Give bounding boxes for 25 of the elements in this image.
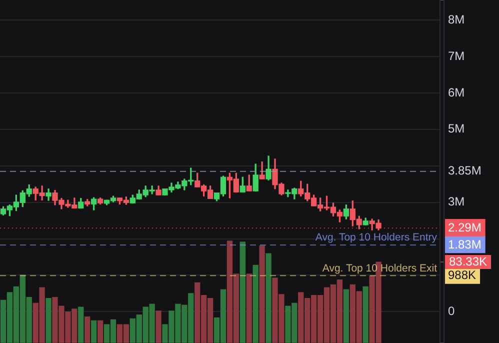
bar: [246, 274, 252, 343]
bar: [252, 264, 258, 343]
bar: [259, 246, 265, 343]
bar: [362, 286, 368, 343]
y-tick-label: 988K: [448, 268, 476, 282]
y-tick-label: 8M: [448, 12, 465, 26]
y-tick-label: 1.83M: [448, 237, 482, 252]
bar: [46, 298, 52, 343]
bar: [90, 320, 97, 343]
bar: [240, 242, 246, 343]
bar: [156, 310, 162, 343]
bar: [266, 253, 272, 343]
y2-tick-label: 83.33K: [449, 254, 488, 268]
y-tick-label: 6M: [448, 85, 465, 100]
bar: [97, 320, 104, 343]
y-tick-label: 3M: [448, 194, 465, 209]
y-tick-label: 0: [448, 304, 455, 318]
ref-line-label: Avg. Top 10 Holders Entry: [315, 232, 438, 244]
y-tick-label: 3.85M: [448, 164, 482, 178]
bar: [84, 316, 90, 343]
bar: [343, 289, 350, 343]
y-tick-label: 5M: [448, 122, 465, 136]
y-tick-label: 7M: [448, 48, 465, 63]
y-tick-label: 2.29M: [448, 220, 482, 234]
bar: [78, 306, 84, 343]
